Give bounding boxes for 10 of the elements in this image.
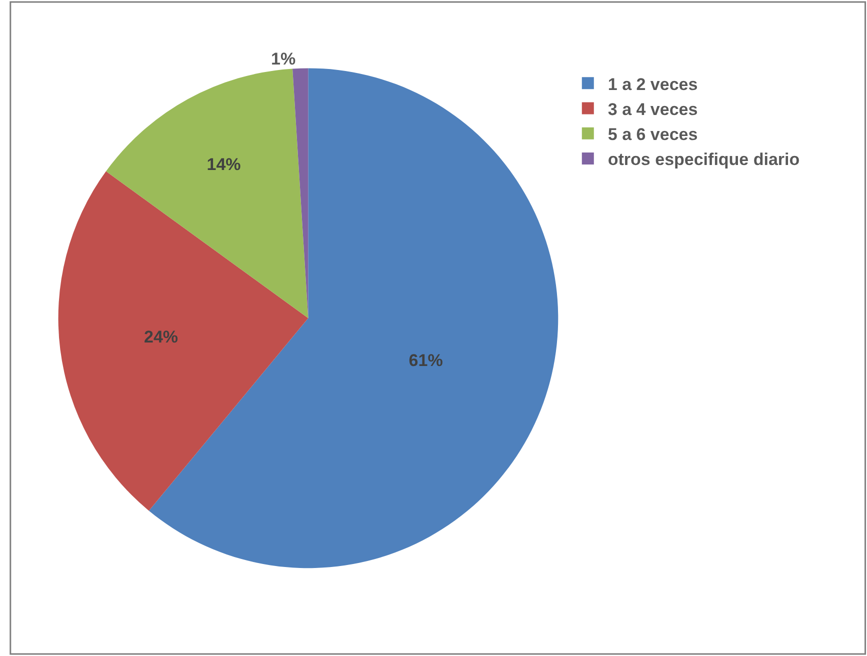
pie-slice (106, 68, 308, 318)
pie-slice (58, 171, 308, 511)
legend-label: 5 a 6 veces (608, 124, 698, 144)
legend-label: 1 a 2 veces (608, 74, 698, 94)
legend-label: otros especifique diario (608, 150, 800, 170)
data-label: 61% (408, 350, 443, 370)
data-label: 14% (206, 155, 241, 174)
legend-label: 3 a 4 veces (608, 100, 698, 119)
data-label: 1% (271, 49, 296, 68)
data-label: 24% (144, 327, 178, 346)
